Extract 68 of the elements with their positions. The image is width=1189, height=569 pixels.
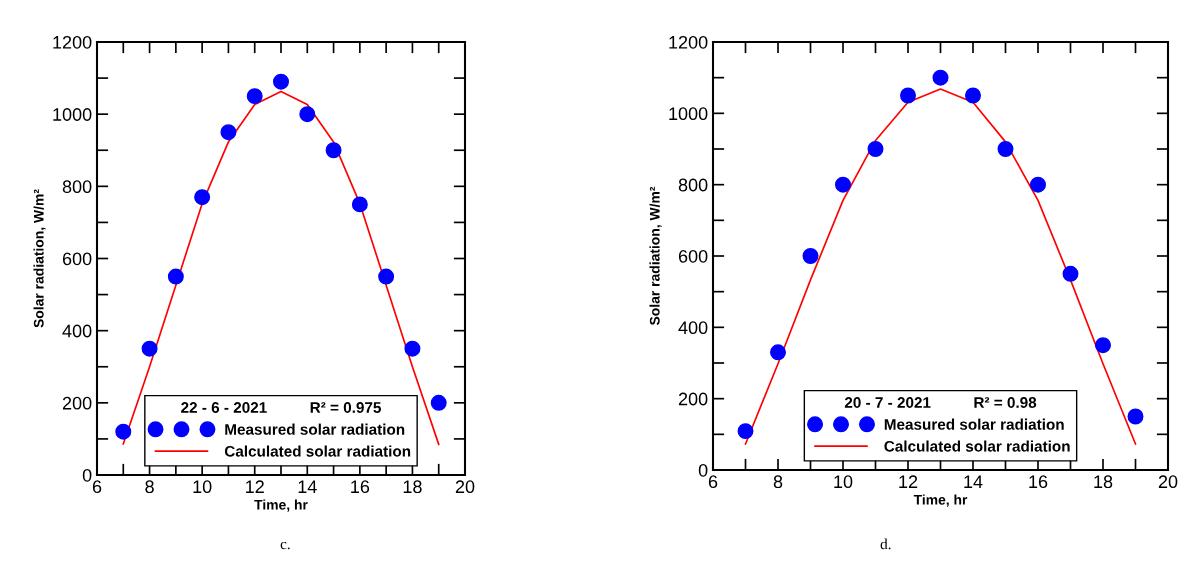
point (900, 87, 916, 104)
point (802, 248, 819, 264)
point (932, 69, 949, 86)
x-tick-label: 10 (193, 480, 212, 494)
x-tick-label: 6 (708, 475, 718, 489)
point (378, 268, 395, 285)
point (115, 423, 132, 440)
point (325, 142, 342, 159)
point (167, 268, 184, 285)
x-tick-label: 8 (773, 475, 783, 489)
point (1127, 408, 1144, 425)
y-tick-label: 0 (698, 463, 708, 477)
x-tick-label: 8 (145, 480, 154, 494)
point (1030, 176, 1046, 193)
x-tick-label: 12 (899, 475, 918, 488)
point (351, 196, 368, 213)
x-axis-title: Time, hr (254, 499, 308, 512)
y-tick-label: 600 (62, 252, 92, 266)
y-tick-label: 600 (678, 249, 708, 263)
point (1062, 265, 1079, 282)
point (965, 87, 981, 104)
point (194, 189, 211, 206)
point (835, 176, 851, 193)
point (430, 394, 447, 411)
point (770, 344, 786, 361)
y-tick-label: 200 (678, 392, 708, 406)
y-tick-label: 0 (82, 468, 92, 482)
point (273, 73, 289, 90)
point (1095, 337, 1111, 354)
x-tick-label: 18 (1094, 475, 1113, 489)
point (997, 141, 1014, 157)
point (867, 141, 884, 157)
legend-label: Calculated solar radiation (884, 440, 1070, 452)
legend-label: Measured solar radiation (225, 423, 405, 435)
y-tick-label: 400 (62, 324, 92, 338)
point (141, 340, 158, 357)
point (220, 124, 237, 141)
text: d. (880, 538, 891, 550)
y-tick-label: 800 (678, 178, 708, 192)
point (246, 88, 263, 105)
point (737, 423, 754, 440)
text: c. (280, 541, 290, 550)
point (404, 340, 421, 357)
x-tick-label: 14 (298, 480, 317, 493)
y-tick-label: 1000 (669, 107, 708, 121)
y-axis-title: Solar radiation, W/m² (649, 186, 662, 326)
x-tick-label: 16 (351, 480, 370, 494)
legend-label: Measured solar radiation (884, 418, 1064, 430)
y-tick-label: 400 (678, 321, 708, 335)
y-tick-label: 1200 (669, 35, 708, 49)
x-tick-label: 14 (964, 475, 983, 488)
y-tick-label: 1000 (53, 108, 92, 121)
legend-title: 20 - 7 - 2021 R² = 0.98 (844, 397, 1037, 408)
x-tick-label: 20 (455, 480, 475, 494)
x-axis-title: Time, hr (913, 494, 968, 507)
point (299, 106, 316, 123)
x-tick-label: 16 (1029, 475, 1048, 489)
x-tick-label: 18 (403, 480, 422, 494)
x-tick-label: 10 (834, 475, 853, 489)
x-tick-label: 6 (92, 480, 102, 494)
y-tick-label: 800 (62, 180, 92, 194)
x-tick-label: 12 (246, 480, 264, 493)
y-tick-label: 200 (62, 396, 92, 410)
legend-title: 22 - 6 - 2021 R² = 0.975 (181, 402, 381, 413)
legend-label: Calculated solar radiation (224, 445, 411, 457)
y-axis-title: Solar radiation, W/m² (33, 189, 46, 328)
x-tick-label: 20 (1158, 475, 1178, 489)
y-tick-label: 1200 (53, 35, 92, 49)
